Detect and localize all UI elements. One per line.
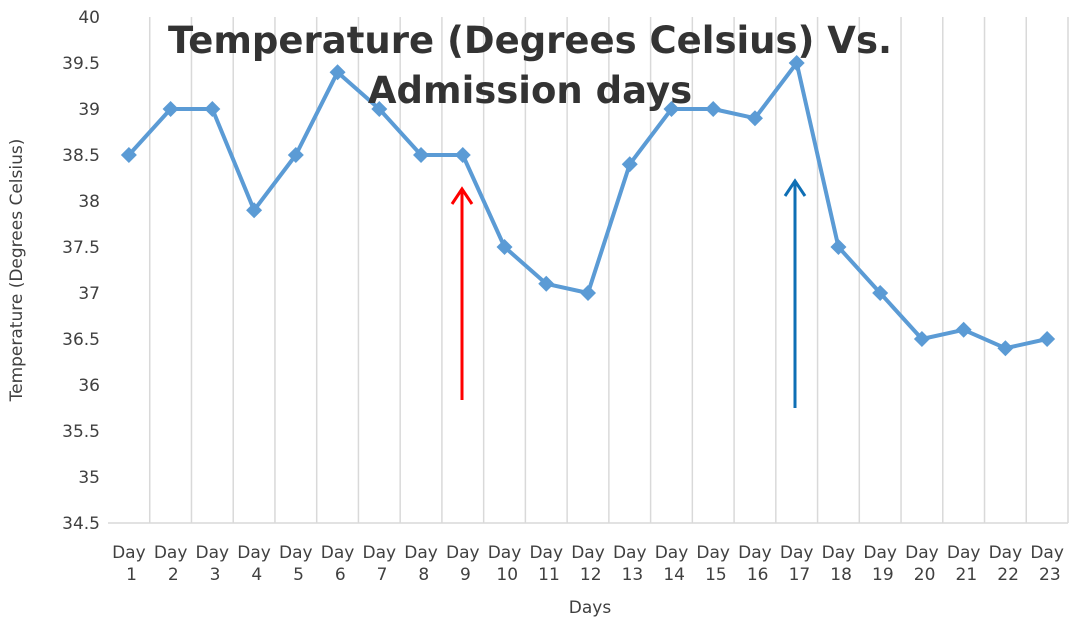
data-point <box>496 239 513 255</box>
x-tick-label: Day 8 <box>404 543 438 585</box>
data-point <box>204 101 221 117</box>
x-tick-label: Day 5 <box>279 543 313 585</box>
x-tick-label: Day 9 <box>446 543 480 585</box>
data-point <box>580 285 596 301</box>
x-tick-label: Day 14 <box>655 543 689 585</box>
data-point <box>872 285 889 301</box>
data-point <box>162 101 179 117</box>
x-tick-label: Day 19 <box>863 543 897 585</box>
x-tick-label: Day 23 <box>1030 543 1064 585</box>
data-point <box>746 110 763 127</box>
y-axis-label: Temperature (Degrees Celsius) <box>7 139 27 403</box>
data-point <box>371 101 388 117</box>
x-tick-label: Day 10 <box>488 543 522 585</box>
x-tick-label: Day 15 <box>696 543 730 585</box>
y-tick-label: 36.5 <box>62 330 100 350</box>
y-tick-label: 38.5 <box>62 146 100 166</box>
data-point <box>913 331 930 347</box>
x-tick-label: Day 12 <box>571 543 605 585</box>
x-tick-label: Day 18 <box>822 543 856 585</box>
x-axis-label: Days <box>569 598 612 618</box>
data-point <box>788 55 805 71</box>
x-tick-label: Day 3 <box>196 543 230 585</box>
y-tick-label: 34.5 <box>62 514 100 534</box>
x-tick-label: Day 21 <box>947 543 981 585</box>
data-point <box>246 202 263 219</box>
red-arrow-head <box>450 186 474 205</box>
x-tick-label: Day 22 <box>989 543 1023 585</box>
data-point <box>1039 331 1056 347</box>
x-tick-label: Day 2 <box>154 543 188 585</box>
y-tick-label: 38 <box>78 192 100 212</box>
y-tick-label: 39.5 <box>62 54 100 74</box>
x-tick-label: Day 16 <box>738 543 772 585</box>
data-point <box>663 101 680 117</box>
data-point <box>538 275 555 292</box>
data-point <box>413 147 430 163</box>
chart-title: Temperature (Degrees Celsius) Vs. Admiss… <box>167 19 893 112</box>
x-tick-label: Day 4 <box>237 543 271 585</box>
data-point <box>287 147 304 163</box>
y-tick-label: 37 <box>78 284 100 304</box>
data-point <box>705 101 722 117</box>
x-tick-label: Day 13 <box>613 543 647 585</box>
data-point <box>454 147 471 163</box>
x-tick-label: Day 11 <box>529 543 563 585</box>
x-tick-label: Day 17 <box>780 543 814 585</box>
data-point <box>621 156 638 173</box>
x-tick-label: Day 7 <box>363 543 397 585</box>
blue-arrow-head <box>783 178 807 197</box>
x-tick-label: Day 20 <box>905 543 939 585</box>
data-point <box>830 239 847 255</box>
y-tick-label: 39 <box>78 100 100 120</box>
y-tick-label: 35.5 <box>62 422 100 442</box>
x-tick-label: Day 6 <box>321 543 355 585</box>
y-tick-label: 35 <box>78 468 100 488</box>
y-tick-label: 40 <box>78 8 100 28</box>
y-tick-label: 37.5 <box>62 238 100 258</box>
data-point <box>120 147 137 163</box>
data-point <box>329 64 346 81</box>
x-tick-label: Day 1 <box>112 543 146 585</box>
data-point <box>997 340 1014 357</box>
y-tick-label: 36 <box>78 376 100 396</box>
data-point <box>955 321 972 338</box>
